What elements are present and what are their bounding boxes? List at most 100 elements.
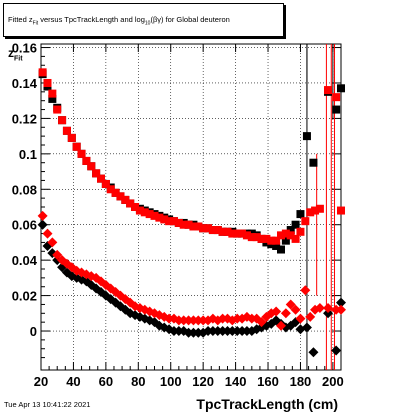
data-point-square (272, 241, 281, 250)
x-tick-label: 140 (225, 374, 247, 389)
data-point-square (67, 133, 76, 142)
data-point-diamond (47, 237, 58, 248)
data-point-square (309, 158, 318, 167)
data-point-square (184, 220, 193, 229)
y-tick-label: 0.02 (12, 289, 37, 304)
data-point-square (165, 217, 174, 226)
data-point-diamond (336, 304, 346, 315)
data-point-square (48, 94, 57, 103)
data-point-diamond (308, 347, 319, 358)
y-axis-label: zFit (8, 46, 23, 63)
data-point-square (281, 229, 290, 238)
x-axis-label: TpcTrackLength (cm) (196, 396, 338, 412)
data-point-square (72, 142, 81, 151)
y-tick-label: 0.08 (12, 182, 37, 197)
timestamp: Tue Apr 13 10:41:22 2021 (4, 400, 91, 409)
data-point-square (194, 222, 203, 231)
data-point-diamond (276, 320, 286, 331)
data-point-diamond (280, 308, 291, 319)
data-point-square (337, 206, 345, 215)
data-point-square (92, 169, 101, 178)
data-point-diamond (323, 302, 334, 313)
data-point-square (174, 218, 183, 227)
y-tick-label: 0 (30, 324, 37, 339)
x-tick-label: 200 (322, 374, 344, 389)
data-point-square (101, 179, 110, 188)
data-point-square (38, 68, 47, 77)
data-point-square (82, 156, 91, 165)
data-point-diamond (246, 326, 257, 337)
data-point-square (155, 213, 164, 222)
chart-title: Fitted zFit versus TpcTrackLength and lo… (8, 15, 230, 27)
data-point-square (53, 105, 62, 114)
data-point-square (291, 234, 300, 243)
data-point-square (315, 204, 324, 213)
data-point-square (213, 226, 222, 235)
data-point-diamond (42, 228, 53, 239)
data-point-square (204, 224, 213, 233)
data-point-square (126, 199, 135, 208)
data-point-square (291, 220, 300, 229)
data-point-diamond (37, 219, 48, 230)
x-tick-label: 160 (257, 374, 279, 389)
data-point-diamond (295, 313, 306, 324)
data-point-diamond (52, 249, 63, 260)
data-point-diamond (37, 210, 48, 221)
y-tick-label: 0.12 (12, 111, 37, 126)
data-point-square (306, 208, 315, 217)
data-point-diamond (301, 322, 312, 333)
data-point-square (267, 236, 276, 245)
data-point-square (332, 93, 341, 102)
data-point-square (296, 210, 305, 219)
data-point-square (238, 229, 247, 238)
data-point-square (242, 231, 251, 240)
data-point-diamond (285, 299, 296, 310)
y-tick-label: 0.04 (12, 253, 38, 268)
data-point-square (247, 233, 256, 242)
y-tick-label: 0.1 (19, 147, 37, 162)
data-point-square (337, 84, 345, 93)
data-point-diamond (271, 306, 282, 317)
data-point-square (58, 116, 67, 125)
x-tick-label: 60 (99, 374, 113, 389)
data-point-square (140, 208, 149, 217)
data-point-square (150, 211, 159, 220)
data-point-square (277, 231, 285, 240)
data-point-square (199, 224, 208, 233)
data-point-diamond (336, 297, 346, 308)
data-point-square (179, 220, 188, 229)
data-point-square (145, 210, 154, 219)
data-point-square (48, 89, 57, 98)
data-point-square (223, 227, 232, 236)
x-tick-label: 80 (131, 374, 145, 389)
data-point-square (208, 226, 217, 235)
data-point-square (252, 233, 261, 242)
data-point-square (77, 149, 86, 158)
data-point-diamond (290, 304, 301, 315)
data-point-square (262, 234, 271, 243)
data-point-square (233, 229, 242, 238)
data-point-square (332, 105, 341, 114)
data-point-square (277, 245, 285, 254)
y-tick-label: 0.14 (12, 76, 38, 91)
x-tick-label: 120 (192, 374, 214, 389)
x-tick-label: 180 (290, 374, 312, 389)
data-point-square (97, 174, 105, 183)
data-point-square (160, 215, 169, 224)
data-point-square (301, 217, 310, 226)
data-point-square (257, 234, 266, 243)
data-point-square (121, 195, 130, 204)
data-point-diamond (323, 308, 334, 319)
y-tick-label: 0.06 (12, 218, 37, 233)
title-box: Fitted zFit versus TpcTrackLength and lo… (3, 3, 284, 37)
data-point-diamond (331, 345, 342, 356)
data-point-square (43, 78, 52, 87)
data-point-square (286, 231, 295, 240)
data-point-diamond (314, 302, 325, 313)
y-tick-label: 0.16 (12, 41, 37, 56)
data-point-square (218, 227, 227, 236)
data-point-square (324, 86, 333, 95)
data-point-square (311, 206, 320, 215)
x-tick-label: 100 (160, 374, 182, 389)
